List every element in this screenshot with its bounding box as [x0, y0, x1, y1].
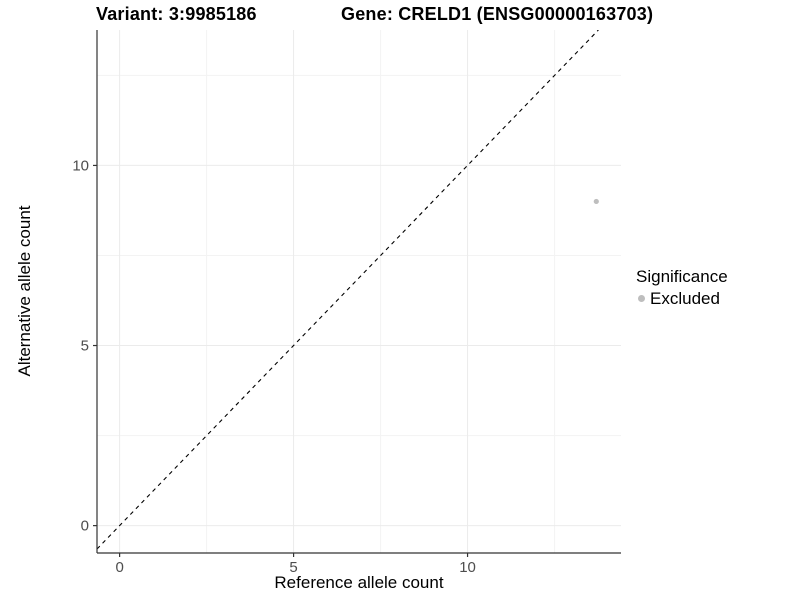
y-tick-label: 10 [72, 157, 89, 174]
legend-item-excluded: Excluded [636, 288, 728, 309]
y-tick-label: 5 [81, 338, 89, 355]
x-tick-label: 10 [459, 559, 476, 576]
x-tick-label: 5 [289, 559, 297, 576]
gene-title: Gene: CRELD1 (ENSG00000163703) [341, 4, 654, 24]
legend-title: Significance [636, 267, 728, 286]
x-tick-label: 0 [115, 559, 123, 576]
y-tick-label: 0 [81, 518, 89, 535]
identity-line [97, 30, 599, 550]
legend-item-label: Excluded [650, 289, 720, 308]
variant-title: Variant: 3:9985186 [96, 4, 257, 24]
x-axis-title: Reference allele count [274, 573, 444, 592]
legend: Significance Excluded [636, 266, 728, 309]
data-point [593, 198, 599, 205]
legend-excluded-dot-icon [638, 295, 645, 302]
